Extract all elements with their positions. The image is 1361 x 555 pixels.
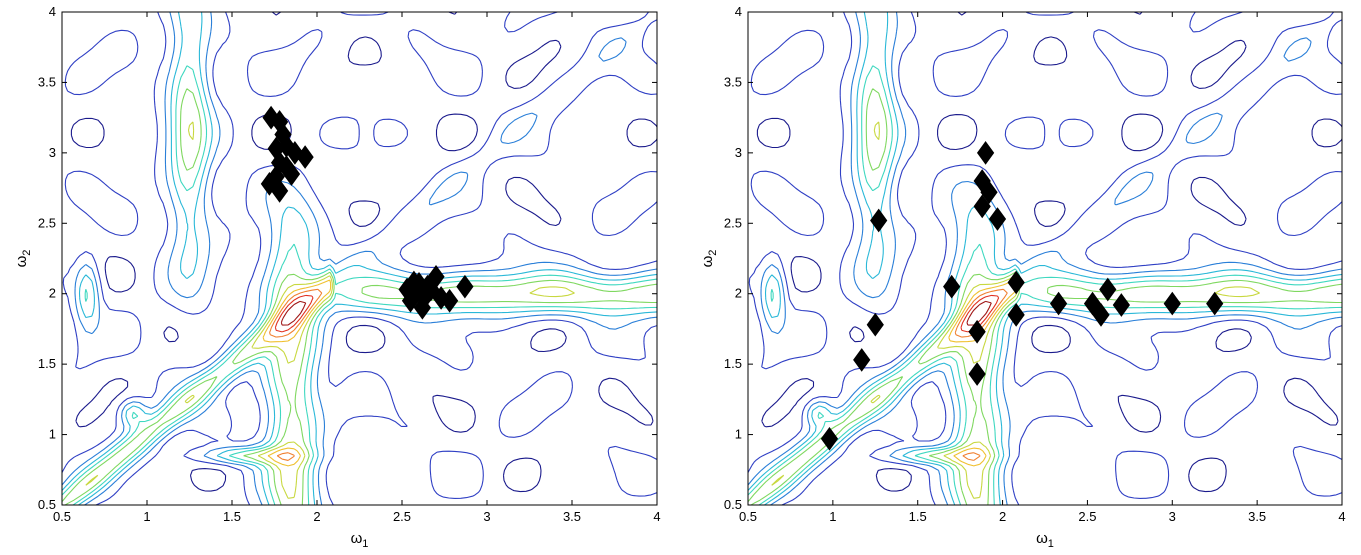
diamond-marker [968, 362, 986, 386]
contour-lines [748, 12, 1342, 505]
contour-line [269, 288, 323, 461]
y-tick-label: 1.5 [724, 356, 742, 371]
contour-line [70, 12, 657, 493]
contour-line [771, 121, 1260, 499]
marker-series [260, 105, 474, 320]
y-axis-label: ω2 [699, 250, 719, 268]
x-tick-label: 4 [653, 509, 660, 524]
x-tick-label: 0.5 [53, 509, 71, 524]
y-tick-label: 4 [49, 4, 56, 19]
diamond-marker [1206, 291, 1224, 316]
contour-plot-left: 0.5 1 1.5 2 2.5 3 3.5 4 0.5 1 1.5 2 2.5 3 3.5 4 ω1 ω2 [13, 4, 661, 550]
y-axis-label: ω2 [13, 250, 33, 268]
y-tick-label: 2 [49, 286, 56, 301]
contour-line [954, 288, 1008, 461]
contour-line [62, 12, 657, 505]
x-tick-label: 1.5 [909, 509, 927, 524]
y-tick-label: 1.5 [38, 356, 56, 371]
diamond-marker [980, 180, 998, 205]
x-axis-label: ω1 [1036, 530, 1054, 550]
diamond-marker [1007, 270, 1025, 295]
diamond-marker [870, 208, 888, 233]
y-tick-label: 0.5 [38, 497, 56, 512]
x-axis-label: ω1 [351, 530, 369, 550]
x-tick-label: 2 [313, 509, 320, 524]
x-tick-label: 1 [829, 509, 836, 524]
diamond-marker [820, 426, 839, 451]
y-tick-label: 4 [735, 4, 742, 19]
contour-line [748, 12, 1342, 505]
diamond-marker [282, 162, 301, 186]
marker-series [820, 141, 1224, 451]
x-tick-label: 2 [999, 509, 1006, 524]
x-tick-label: 1.5 [223, 509, 241, 524]
x-tick-label: 4 [1338, 509, 1345, 524]
contour-line [748, 12, 1342, 505]
x-tick-label: 1 [143, 509, 150, 524]
x-tick-label: 3.5 [1248, 509, 1266, 524]
x-tick-label: 0.5 [739, 509, 757, 524]
contour-line [748, 12, 1342, 505]
y-tick-label: 2.5 [724, 215, 742, 230]
diamond-marker [853, 348, 871, 372]
x-tick-label: 2.5 [393, 509, 411, 524]
diamond-marker [440, 288, 459, 313]
diamond-marker [1163, 291, 1181, 316]
y-tick-label: 3 [49, 145, 56, 160]
diamond-marker [1007, 302, 1025, 327]
x-tick-label: 2.5 [1078, 509, 1096, 524]
y-tick-label: 3.5 [38, 74, 56, 89]
diamond-marker [1049, 291, 1068, 316]
y-tick-label: 2.5 [38, 215, 56, 230]
diamond-marker [418, 274, 437, 299]
contour-line [280, 300, 307, 326]
y-tick-label: 3.5 [724, 74, 742, 89]
diamond-marker [401, 288, 420, 313]
x-tick-label: 3.5 [563, 509, 581, 524]
diamond-marker [1112, 293, 1130, 317]
diamond-marker [1092, 302, 1110, 327]
contour-line [756, 12, 1342, 493]
diamond-marker [866, 312, 884, 337]
contour-line [948, 279, 1017, 467]
diamond-marker [405, 270, 423, 295]
diamond-marker [296, 145, 314, 169]
axes-box [747, 11, 1343, 506]
contour-line [262, 279, 332, 467]
y-tick-label: 3 [735, 145, 742, 160]
contour-line [62, 88, 657, 505]
diamond-marker [1099, 277, 1117, 302]
diamond-marker [968, 319, 986, 344]
contour-line [62, 12, 657, 505]
axes-box [61, 11, 658, 506]
contour-line [85, 121, 575, 499]
diamond-marker [973, 194, 991, 219]
diamond-marker [270, 179, 289, 203]
y-tick-label: 0.5 [724, 497, 742, 512]
contour-lines [62, 12, 657, 505]
diamond-marker [988, 207, 1007, 231]
diamond-marker [976, 141, 995, 165]
y-tick-label: 2 [735, 286, 742, 301]
contour-line [62, 12, 657, 505]
diamond-marker [1083, 291, 1102, 316]
y-tick-label: 1 [49, 427, 56, 442]
contour-line [748, 88, 1342, 505]
diamond-marker [943, 274, 961, 299]
y-tick-label: 1 [735, 427, 742, 442]
x-tick-label: 3 [1169, 509, 1176, 524]
x-tick-label: 3 [483, 509, 490, 524]
diamond-marker [413, 295, 432, 320]
contour-line [274, 294, 314, 333]
diamond-marker [456, 274, 474, 299]
contour-plot-right: 0.5 1 1.5 2 2.5 3 3.5 4 0.5 1 1.5 2 2.5 3 3.5 4 ω1 ω2 [699, 4, 1346, 550]
